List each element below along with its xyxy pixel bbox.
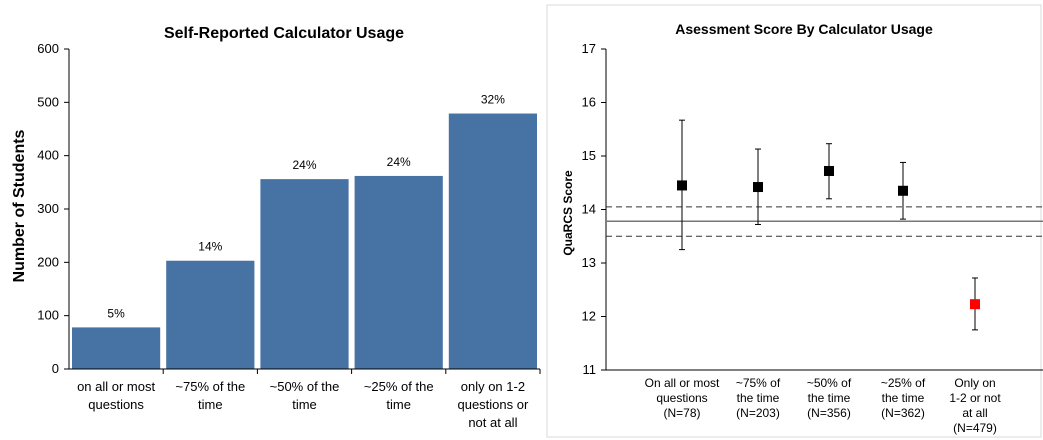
chart1-bar: [354, 175, 443, 369]
chart1-ytick-label: 0: [52, 361, 59, 376]
chart1-category-label: questions: [88, 397, 144, 412]
chart1-ylabel: Number of Students: [11, 129, 28, 282]
chart1-data-label: 14%: [198, 240, 222, 254]
chart1-data-label: 24%: [387, 155, 411, 169]
chart1-bar: [260, 179, 349, 369]
chart1-category-label: ~25% of the: [364, 379, 434, 394]
chart1-category-label: ~75% of the: [175, 379, 245, 394]
chart1-ytick-label: 600: [37, 41, 59, 56]
chart1-category-label: only on 1-2: [461, 379, 525, 394]
chart1-title: Self-Reported Calculator Usage: [164, 25, 404, 42]
chart1-bar: [448, 113, 537, 370]
chart1-ytick-label: 400: [37, 148, 59, 163]
chart1-data-label: 5%: [107, 306, 125, 320]
chart1-category-label: time: [198, 397, 223, 412]
chart1-category-label: ~50% of the: [270, 379, 340, 394]
chart1-ytick-label: 500: [37, 94, 59, 109]
chart1-category-label: on all or most: [77, 379, 155, 394]
chart1-category-label: time: [386, 397, 411, 412]
chart1-data-label: 24%: [292, 158, 316, 172]
chart1-category-label: questions or: [457, 397, 528, 412]
chart1-category-label: time: [292, 397, 317, 412]
chart1-ytick-label: 300: [37, 201, 59, 216]
chart1-bar: [72, 327, 161, 369]
chart1-data-label: 32%: [481, 93, 505, 107]
chart1-category-label: not at all: [468, 415, 517, 430]
chart1-ytick-label: 100: [37, 308, 59, 323]
chart1-ytick-label: 200: [37, 254, 59, 269]
chart1-bar: [166, 260, 255, 369]
